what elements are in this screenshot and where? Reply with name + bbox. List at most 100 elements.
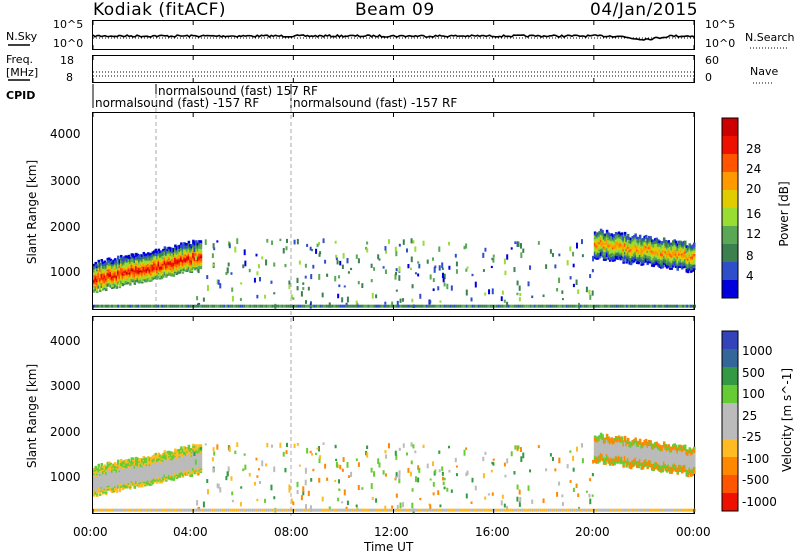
power-echo-cell <box>635 250 639 254</box>
power-echo-cell <box>655 260 658 264</box>
power-echo-cell <box>596 232 600 235</box>
power-echo-cell <box>163 261 167 265</box>
power-echo-cell <box>617 233 621 236</box>
power-echo-cell <box>177 249 180 253</box>
velocity-echo-cell <box>105 473 108 477</box>
power-echo-cell <box>662 239 666 242</box>
velocity-echo-cell <box>172 472 176 475</box>
velocity-echo-cell <box>199 453 203 457</box>
power-echo-cell <box>145 261 149 264</box>
velocity-echo-cell <box>607 454 610 457</box>
power-echo-cell <box>602 242 606 245</box>
velocity-echo-cell <box>610 449 613 453</box>
power-echo-cell <box>622 238 625 241</box>
velocity-echo-cell <box>659 454 663 457</box>
velocity-echo-cell <box>334 444 337 449</box>
power-echo-cell <box>124 258 128 261</box>
power-echo-cell <box>519 292 522 297</box>
velocity-echo-cell <box>180 458 183 462</box>
power-echo-cell <box>566 260 569 266</box>
velocity-echo-cell <box>133 480 137 483</box>
velocity-echo-cell <box>688 454 691 457</box>
velocity-echo-cell <box>671 460 675 463</box>
power-echo-cell <box>644 249 648 252</box>
velocity-echo-cell <box>163 451 167 455</box>
power-echo-cell <box>598 252 601 255</box>
velocity-echo-cell <box>676 452 679 456</box>
velocity-echo-cell <box>656 448 660 452</box>
velocity-echo-cell <box>317 446 320 452</box>
velocity-echo-cell <box>673 445 676 448</box>
power-echo-cell <box>671 247 675 250</box>
power-echo-cell <box>109 277 113 280</box>
power-echo-cell <box>129 267 132 271</box>
velocity-echo-cell <box>96 469 99 473</box>
velocity-echo-cell <box>616 461 619 464</box>
vel-cb-tick-neg500: -500 <box>742 473 770 487</box>
velocity-echo-cell <box>605 455 609 458</box>
velocity-echo-cell <box>148 461 152 465</box>
velocity-echo-cell <box>598 442 601 445</box>
velocity-echo-cell <box>599 446 603 450</box>
power-echo-cell <box>108 259 111 262</box>
power-echo-cell <box>133 255 137 259</box>
velocity-echo-cell <box>111 490 114 494</box>
velocity-echo-cell <box>181 465 185 469</box>
power-echo-cell <box>93 277 96 281</box>
velocity-echo-cell <box>148 464 152 468</box>
power-echo-cell <box>141 268 144 272</box>
power-echo-cell <box>127 270 131 273</box>
power-echo-cell <box>120 270 123 273</box>
power-echo-cell <box>171 270 174 274</box>
velocity-echo-cell <box>163 475 167 478</box>
velocity-echo-cell <box>613 439 616 443</box>
power-echo-cell <box>602 238 606 242</box>
power-echo-cell <box>157 267 161 270</box>
power-echo-cell <box>109 261 113 265</box>
power-echo-cell <box>558 253 561 257</box>
velocity-echo-cell <box>168 472 171 475</box>
power-echo-cell <box>617 242 621 245</box>
velocity-echo-cell <box>321 496 324 502</box>
power-echo-cell <box>192 255 195 258</box>
velocity-echo-cell <box>171 464 174 467</box>
power-echo-cell <box>595 236 598 239</box>
power-echo-cell <box>643 237 646 241</box>
power-echo-cell <box>190 264 194 267</box>
velocity-echo-cell <box>192 463 195 467</box>
power-echo-cell <box>599 244 603 248</box>
power-echo-cell <box>665 253 669 257</box>
power-echo-cell <box>124 281 128 285</box>
power-echo-cell <box>136 259 140 263</box>
velocity-echo-cell <box>465 493 468 499</box>
velocity-echo-cell <box>129 466 132 470</box>
velocity-echo-cell <box>686 462 690 465</box>
velocity-echo-cell <box>94 487 98 491</box>
velocity-echo-cell <box>607 447 610 450</box>
velocity-colorbar-segment <box>722 421 738 440</box>
velocity-echo-cell <box>658 446 661 449</box>
velocity-echo-cell <box>244 464 247 470</box>
velocity-echo-cell <box>343 489 346 496</box>
velocity-echo-cell <box>626 444 630 448</box>
velocity-echo-cell <box>646 447 649 450</box>
power-echo-cell <box>123 270 126 273</box>
power-echo-cell <box>145 258 149 261</box>
power-echo-cell <box>673 242 676 246</box>
power-echo-cell <box>661 249 664 253</box>
velocity-echo-cell <box>625 459 628 463</box>
velocity-echo-cell <box>640 451 643 454</box>
power-echo-cell <box>604 254 607 258</box>
velocity-echo-cell <box>411 502 414 509</box>
velocity-echo-cell <box>129 476 132 479</box>
power-echo-cell <box>638 240 642 243</box>
velocity-echo-cell <box>661 462 664 466</box>
velocity-echo-cell <box>195 469 198 472</box>
velocity-echo-cell <box>168 453 171 457</box>
velocity-echo-cell <box>133 461 137 464</box>
velocity-echo-cell <box>169 457 173 461</box>
power-echo-cell <box>123 262 126 265</box>
power-echo-cell <box>682 249 685 253</box>
velocity-echo-cell <box>168 463 171 466</box>
power-echo-cell <box>394 246 397 252</box>
